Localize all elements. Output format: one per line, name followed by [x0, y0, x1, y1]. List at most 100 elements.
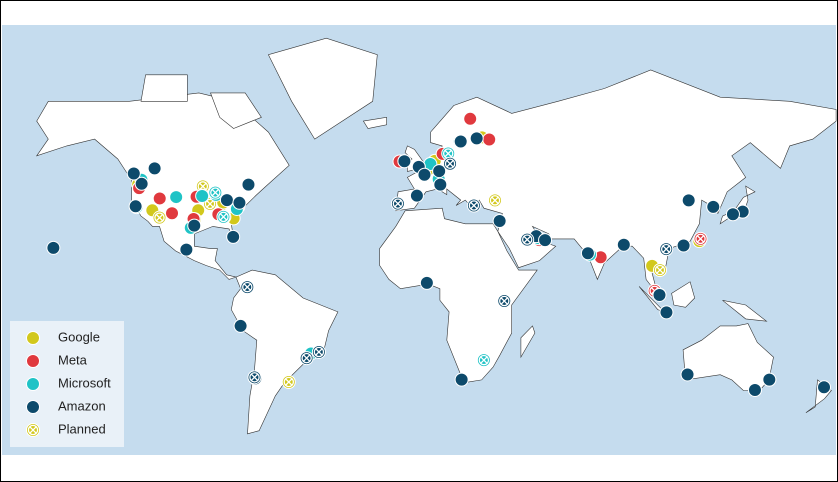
- data-center: [706, 199, 721, 214]
- planned-ring: [313, 346, 325, 358]
- planned-cross: [480, 356, 488, 364]
- planned-ring: [468, 200, 480, 211]
- data-center: [419, 275, 434, 290]
- data-center: [179, 242, 194, 257]
- planned-cross: [500, 297, 509, 305]
- planned-cross: [284, 378, 293, 386]
- data-center: [433, 177, 448, 192]
- planned-cross: [470, 201, 478, 210]
- data-center: [187, 218, 202, 233]
- planned-ring: [301, 352, 312, 364]
- data-center: [747, 382, 762, 397]
- data-center: [580, 246, 595, 261]
- planned-ring: [210, 187, 221, 198]
- data-center: [195, 188, 210, 203]
- planned-cross: [206, 200, 214, 208]
- data-center: [432, 164, 447, 179]
- legend-label: Amazon: [58, 398, 106, 413]
- legend-label: Microsoft: [58, 375, 111, 390]
- planned-ring: [27, 424, 39, 436]
- planned-cross: [29, 426, 37, 434]
- planned-cross: [394, 199, 402, 208]
- planned-ring: [444, 158, 456, 169]
- planned-cross: [302, 354, 311, 362]
- data-center: [165, 206, 180, 221]
- planned-ring: [489, 195, 501, 206]
- data-center: [762, 372, 777, 387]
- data-center: [46, 240, 61, 255]
- planned-ring: [654, 264, 666, 276]
- planned-ring: [392, 198, 404, 209]
- planned-cross: [656, 266, 664, 274]
- data-center: [659, 305, 674, 320]
- data-center: [538, 233, 553, 248]
- data-center: [409, 188, 424, 203]
- markers: [46, 111, 832, 397]
- data-center: [219, 193, 234, 208]
- data-center: [169, 190, 184, 205]
- planned-ring: [249, 372, 260, 383]
- data-center: [616, 237, 631, 252]
- planned-ring: [154, 212, 165, 223]
- planned-cross: [198, 182, 207, 191]
- landmass: [682, 323, 774, 391]
- planned-cross: [211, 188, 220, 197]
- planned-cross: [315, 348, 323, 356]
- landmass: [520, 325, 536, 359]
- planned-cross: [250, 373, 259, 382]
- data-center: [676, 238, 691, 253]
- data-center: [482, 132, 497, 147]
- landmass: [140, 74, 188, 102]
- landmass: [35, 92, 290, 280]
- data-center: [232, 195, 247, 210]
- planned-cross: [243, 283, 252, 291]
- data-center: [817, 380, 832, 395]
- legend-label: Planned: [58, 421, 106, 436]
- planned-cross: [446, 159, 454, 168]
- data-center: [417, 167, 432, 182]
- data-center: [492, 214, 507, 229]
- planned-cross: [444, 149, 453, 158]
- planned-ring: [242, 281, 253, 293]
- data-center: [397, 154, 412, 169]
- planned-ring: [660, 243, 672, 255]
- landmass: [230, 269, 339, 435]
- legend-marker: [26, 377, 40, 391]
- legend-marker: [26, 400, 40, 414]
- data-center: [463, 111, 478, 126]
- data-center: [681, 193, 696, 208]
- planned-ring: [478, 354, 490, 366]
- land: [35, 37, 837, 435]
- landmass: [210, 92, 262, 129]
- data-center: [680, 367, 695, 382]
- data-center: [152, 191, 167, 206]
- data-center: [454, 372, 469, 387]
- planned-ring: [695, 233, 706, 245]
- data-center: [126, 166, 141, 181]
- landmass: [671, 281, 696, 308]
- data-center: [226, 229, 241, 244]
- data-center: [233, 318, 248, 333]
- landmass: [722, 300, 768, 322]
- data-center: [469, 131, 484, 146]
- planned-cross: [662, 245, 671, 253]
- data-center: [453, 134, 468, 149]
- data-center: [147, 161, 162, 176]
- planned-cross: [491, 196, 499, 205]
- planned-ring: [204, 198, 216, 210]
- legend-label: Meta: [58, 352, 88, 367]
- planned-ring: [218, 211, 229, 223]
- planned-ring: [521, 234, 533, 245]
- data-center: [725, 207, 740, 222]
- data-center: [128, 199, 143, 214]
- landmass: [267, 37, 378, 140]
- landmass: [362, 116, 387, 129]
- planned-cross: [219, 213, 228, 221]
- data-center: [134, 176, 149, 191]
- legend-marker: [26, 354, 40, 368]
- legend-label: Google: [58, 329, 100, 344]
- planned-ring: [499, 295, 510, 307]
- planned-cross: [155, 213, 164, 222]
